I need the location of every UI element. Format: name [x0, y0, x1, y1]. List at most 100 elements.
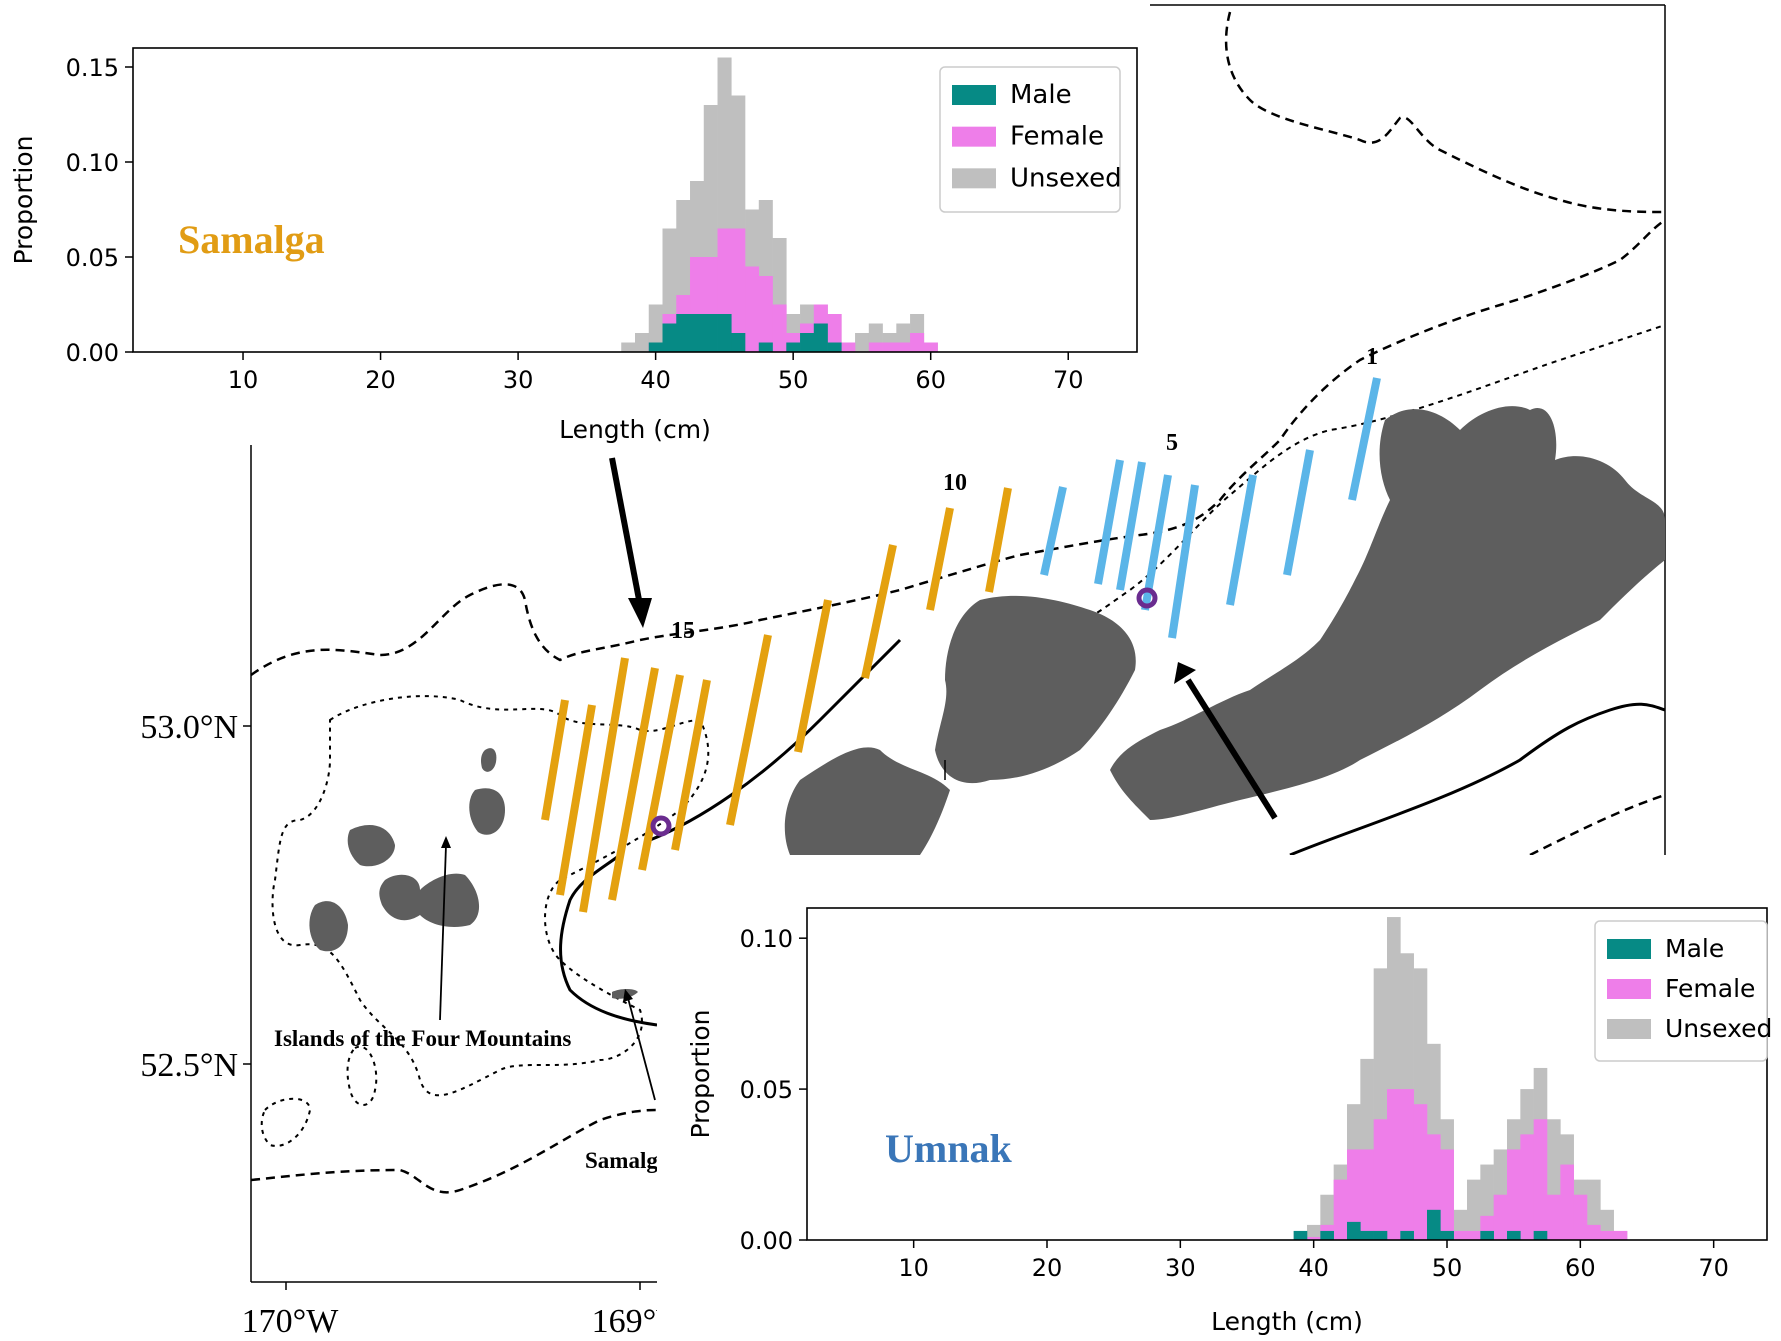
depth-contour-dotted: [271, 695, 710, 1097]
bar-female: [910, 333, 925, 352]
bar-male: [717, 314, 732, 352]
bar-male: [1400, 1230, 1414, 1240]
bar-female: [1573, 1194, 1588, 1240]
bar-female: [1533, 1119, 1548, 1240]
bar-male: [662, 323, 677, 352]
legend-swatch: [1607, 939, 1651, 959]
station-line: [579, 657, 629, 913]
x-tick-label: 30: [503, 366, 534, 394]
bar-unsexed: [1587, 1179, 1601, 1240]
depth-contour-north: [1224, 11, 1666, 214]
bar-male: [1347, 1221, 1361, 1240]
bar-unsexed: [855, 333, 870, 352]
four-mountains-island: [379, 873, 480, 927]
bar-male: [1480, 1230, 1494, 1240]
bar-female: [841, 342, 856, 352]
four-mountains-island: [347, 825, 395, 867]
y-tick-label: 0.00: [66, 339, 119, 367]
station-number-15: 15: [671, 618, 695, 644]
bar-female: [745, 266, 760, 352]
bar-unsexed: [621, 342, 636, 352]
station-line: [1283, 449, 1314, 576]
island-small: [784, 747, 950, 855]
bar-male: [703, 314, 718, 352]
bar-unsexed: [635, 333, 650, 352]
station-line: [926, 507, 954, 611]
bar-male: [1440, 1230, 1454, 1240]
umnak-histogram-panel: 10 20 30 40 50 60 70 0.00 0.05 0.10 Length (cm) Pro…: [657, 855, 1781, 1337]
station-line: [1040, 486, 1067, 576]
x-tick-label: 10: [898, 1254, 929, 1282]
x-axis-label: Length (cm): [1211, 1307, 1363, 1336]
bar-male: [813, 323, 828, 352]
bar-male: [786, 342, 801, 352]
series-female: [1307, 1089, 1628, 1240]
station-line: [671, 679, 711, 851]
station-line: [638, 674, 684, 871]
umnak-island: [1110, 406, 1665, 820]
depth-contour-inner: [1059, 324, 1666, 624]
x-tick-label: 30: [1165, 1254, 1196, 1282]
y-tick-label: 0.10: [66, 149, 119, 177]
bar-female: [1587, 1224, 1601, 1240]
lat-label: 52.5°N: [140, 1047, 238, 1084]
station-number-10: 10: [943, 470, 967, 496]
bar-female: [1307, 1236, 1321, 1240]
station-line: [1348, 377, 1381, 501]
lat-label: 53.0°N: [140, 709, 238, 746]
legend-label: Female: [1010, 122, 1104, 152]
four-mountains-island: [481, 748, 497, 772]
bar-male: [1320, 1230, 1334, 1240]
bar-female: [1600, 1230, 1614, 1240]
bar-male: [1373, 1230, 1388, 1240]
sample-marker-samalga: [650, 815, 672, 837]
x-tick-label: 40: [640, 366, 671, 394]
pointer-head: [623, 989, 633, 1002]
station-line: [1116, 461, 1146, 591]
station-line: [861, 544, 897, 679]
series-male: [1293, 1209, 1548, 1240]
bar-unsexed: [648, 304, 663, 352]
four-mountains-island: [469, 788, 505, 835]
sample-marker-umnak: [1136, 587, 1158, 609]
bar-female: [1333, 1179, 1348, 1240]
bar-male: [731, 333, 746, 352]
samalga-stations: [541, 487, 1012, 913]
x-tick-label: 50: [1432, 1254, 1463, 1282]
legend-swatch: [952, 168, 996, 189]
samalga-island: [935, 595, 1136, 784]
arrow-samalga: [609, 457, 643, 606]
y-tick-label: 0.05: [66, 244, 119, 272]
station-line: [1141, 474, 1172, 611]
umnak-histogram: 10 20 30 40 50 60 70 0.00 0.05 0.10 Length (cm) Pro…: [686, 907, 1772, 1336]
bar-female: [923, 342, 938, 352]
pointer-head: [441, 836, 451, 848]
bar-unsexed: [1467, 1179, 1481, 1240]
x-tick-label: 60: [1565, 1254, 1596, 1282]
series-male: [648, 314, 842, 352]
y-tick-label: 0.10: [740, 925, 793, 953]
station-line: [608, 667, 659, 901]
bar-male: [827, 342, 842, 352]
panel-title: Umnak: [885, 1126, 1012, 1171]
bar-female: [1387, 1089, 1401, 1240]
bar-female: [1413, 1104, 1428, 1240]
legend-label: Male: [1010, 80, 1072, 110]
bar-female: [1347, 1149, 1361, 1240]
legend-label: Unsexed: [1010, 163, 1122, 193]
depth-contour-dotted: [346, 1045, 378, 1106]
bar-male: [758, 342, 773, 352]
bar-female: [1400, 1089, 1414, 1240]
bar-female: [1440, 1149, 1454, 1240]
bar-female: [1547, 1194, 1561, 1240]
x-tick-label: 20: [365, 366, 396, 394]
plot-frame: [806, 907, 1768, 1241]
x-tick-label: 10: [228, 366, 259, 394]
legend-label: Unsexed: [1665, 1014, 1772, 1043]
station-line: [1168, 484, 1199, 639]
x-tick-label: 50: [778, 366, 809, 394]
station-line: [985, 487, 1012, 593]
bar-female: [758, 276, 773, 352]
shelf-line: [649, 638, 902, 842]
